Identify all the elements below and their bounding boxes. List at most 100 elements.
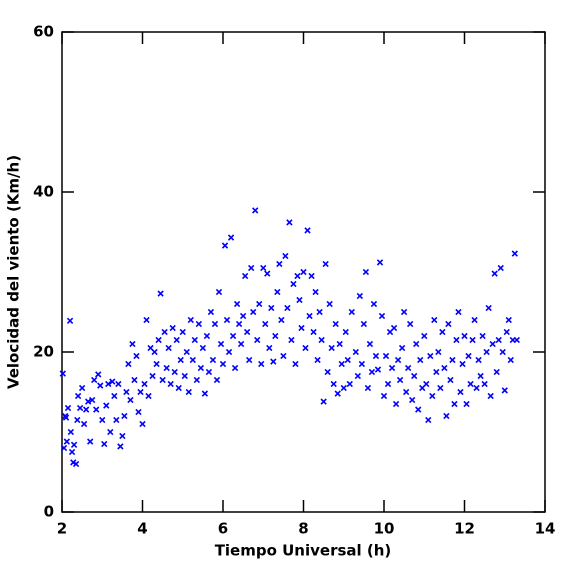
point (384, 380, 392, 388)
point (135, 408, 142, 416)
point (91, 376, 98, 384)
point (481, 380, 488, 388)
point (499, 348, 506, 356)
point (413, 340, 420, 348)
y-tick-label: 60 (33, 23, 54, 41)
point (447, 376, 454, 384)
point (169, 324, 176, 332)
x-tick-label: 4 (137, 520, 147, 538)
point (64, 404, 72, 412)
point (324, 368, 331, 376)
point (78, 384, 86, 392)
point (241, 272, 249, 280)
point (332, 320, 339, 328)
point (356, 292, 364, 300)
point (272, 332, 279, 340)
point (322, 260, 329, 268)
point (296, 296, 303, 304)
point (177, 356, 184, 364)
point (467, 380, 474, 388)
point (141, 380, 148, 388)
point (143, 316, 150, 324)
point (74, 416, 81, 424)
point (161, 328, 168, 336)
point (157, 290, 164, 297)
x-axis-label: Tiempo Universal (h) (215, 542, 392, 560)
point (145, 392, 152, 400)
point (89, 396, 96, 404)
y-tick-label: 40 (33, 183, 54, 201)
point (199, 344, 207, 352)
point (84, 398, 92, 405)
point (262, 320, 269, 328)
point (209, 356, 217, 364)
point (318, 336, 325, 344)
point (298, 324, 305, 332)
point (274, 288, 281, 296)
point (187, 316, 194, 324)
point (435, 348, 442, 356)
point (123, 388, 130, 396)
point (473, 384, 480, 392)
point (250, 308, 257, 316)
point (111, 392, 118, 400)
point (115, 380, 122, 388)
point (235, 320, 243, 328)
point (501, 387, 508, 394)
point (362, 268, 370, 276)
point (429, 392, 436, 400)
point (302, 344, 309, 352)
point (82, 406, 90, 413)
point (117, 443, 124, 450)
point (370, 300, 378, 308)
point (288, 336, 295, 344)
point (153, 360, 160, 368)
point (233, 300, 241, 308)
point (469, 336, 476, 344)
point (60, 444, 68, 452)
point (97, 382, 104, 389)
point (312, 288, 319, 296)
point (338, 360, 345, 368)
point (306, 312, 313, 320)
point (223, 316, 231, 324)
x-tick-label: 6 (218, 520, 228, 538)
point (304, 227, 311, 234)
point (181, 372, 188, 380)
y-tick-label: 20 (33, 343, 54, 361)
point (227, 234, 235, 241)
point (68, 448, 76, 456)
point (394, 356, 402, 364)
point (505, 316, 512, 324)
point (310, 328, 317, 336)
point (103, 402, 110, 409)
point (427, 352, 434, 360)
point (392, 400, 400, 408)
point (254, 336, 261, 344)
point (159, 376, 166, 384)
point (189, 356, 196, 364)
point (215, 288, 223, 296)
point (463, 400, 470, 408)
point (205, 368, 213, 376)
point (139, 420, 146, 428)
point (511, 250, 518, 257)
point (352, 348, 359, 356)
point (475, 356, 482, 364)
point (276, 260, 283, 268)
point (252, 207, 259, 214)
point (72, 460, 80, 468)
point (290, 280, 297, 288)
point (80, 420, 88, 428)
point (137, 388, 144, 396)
point (503, 328, 510, 336)
point (119, 432, 126, 440)
point (280, 352, 287, 360)
point (59, 370, 66, 377)
point (431, 316, 438, 324)
point (382, 352, 390, 360)
point (449, 356, 456, 364)
point (507, 356, 514, 364)
point (70, 441, 78, 448)
point (459, 360, 466, 368)
